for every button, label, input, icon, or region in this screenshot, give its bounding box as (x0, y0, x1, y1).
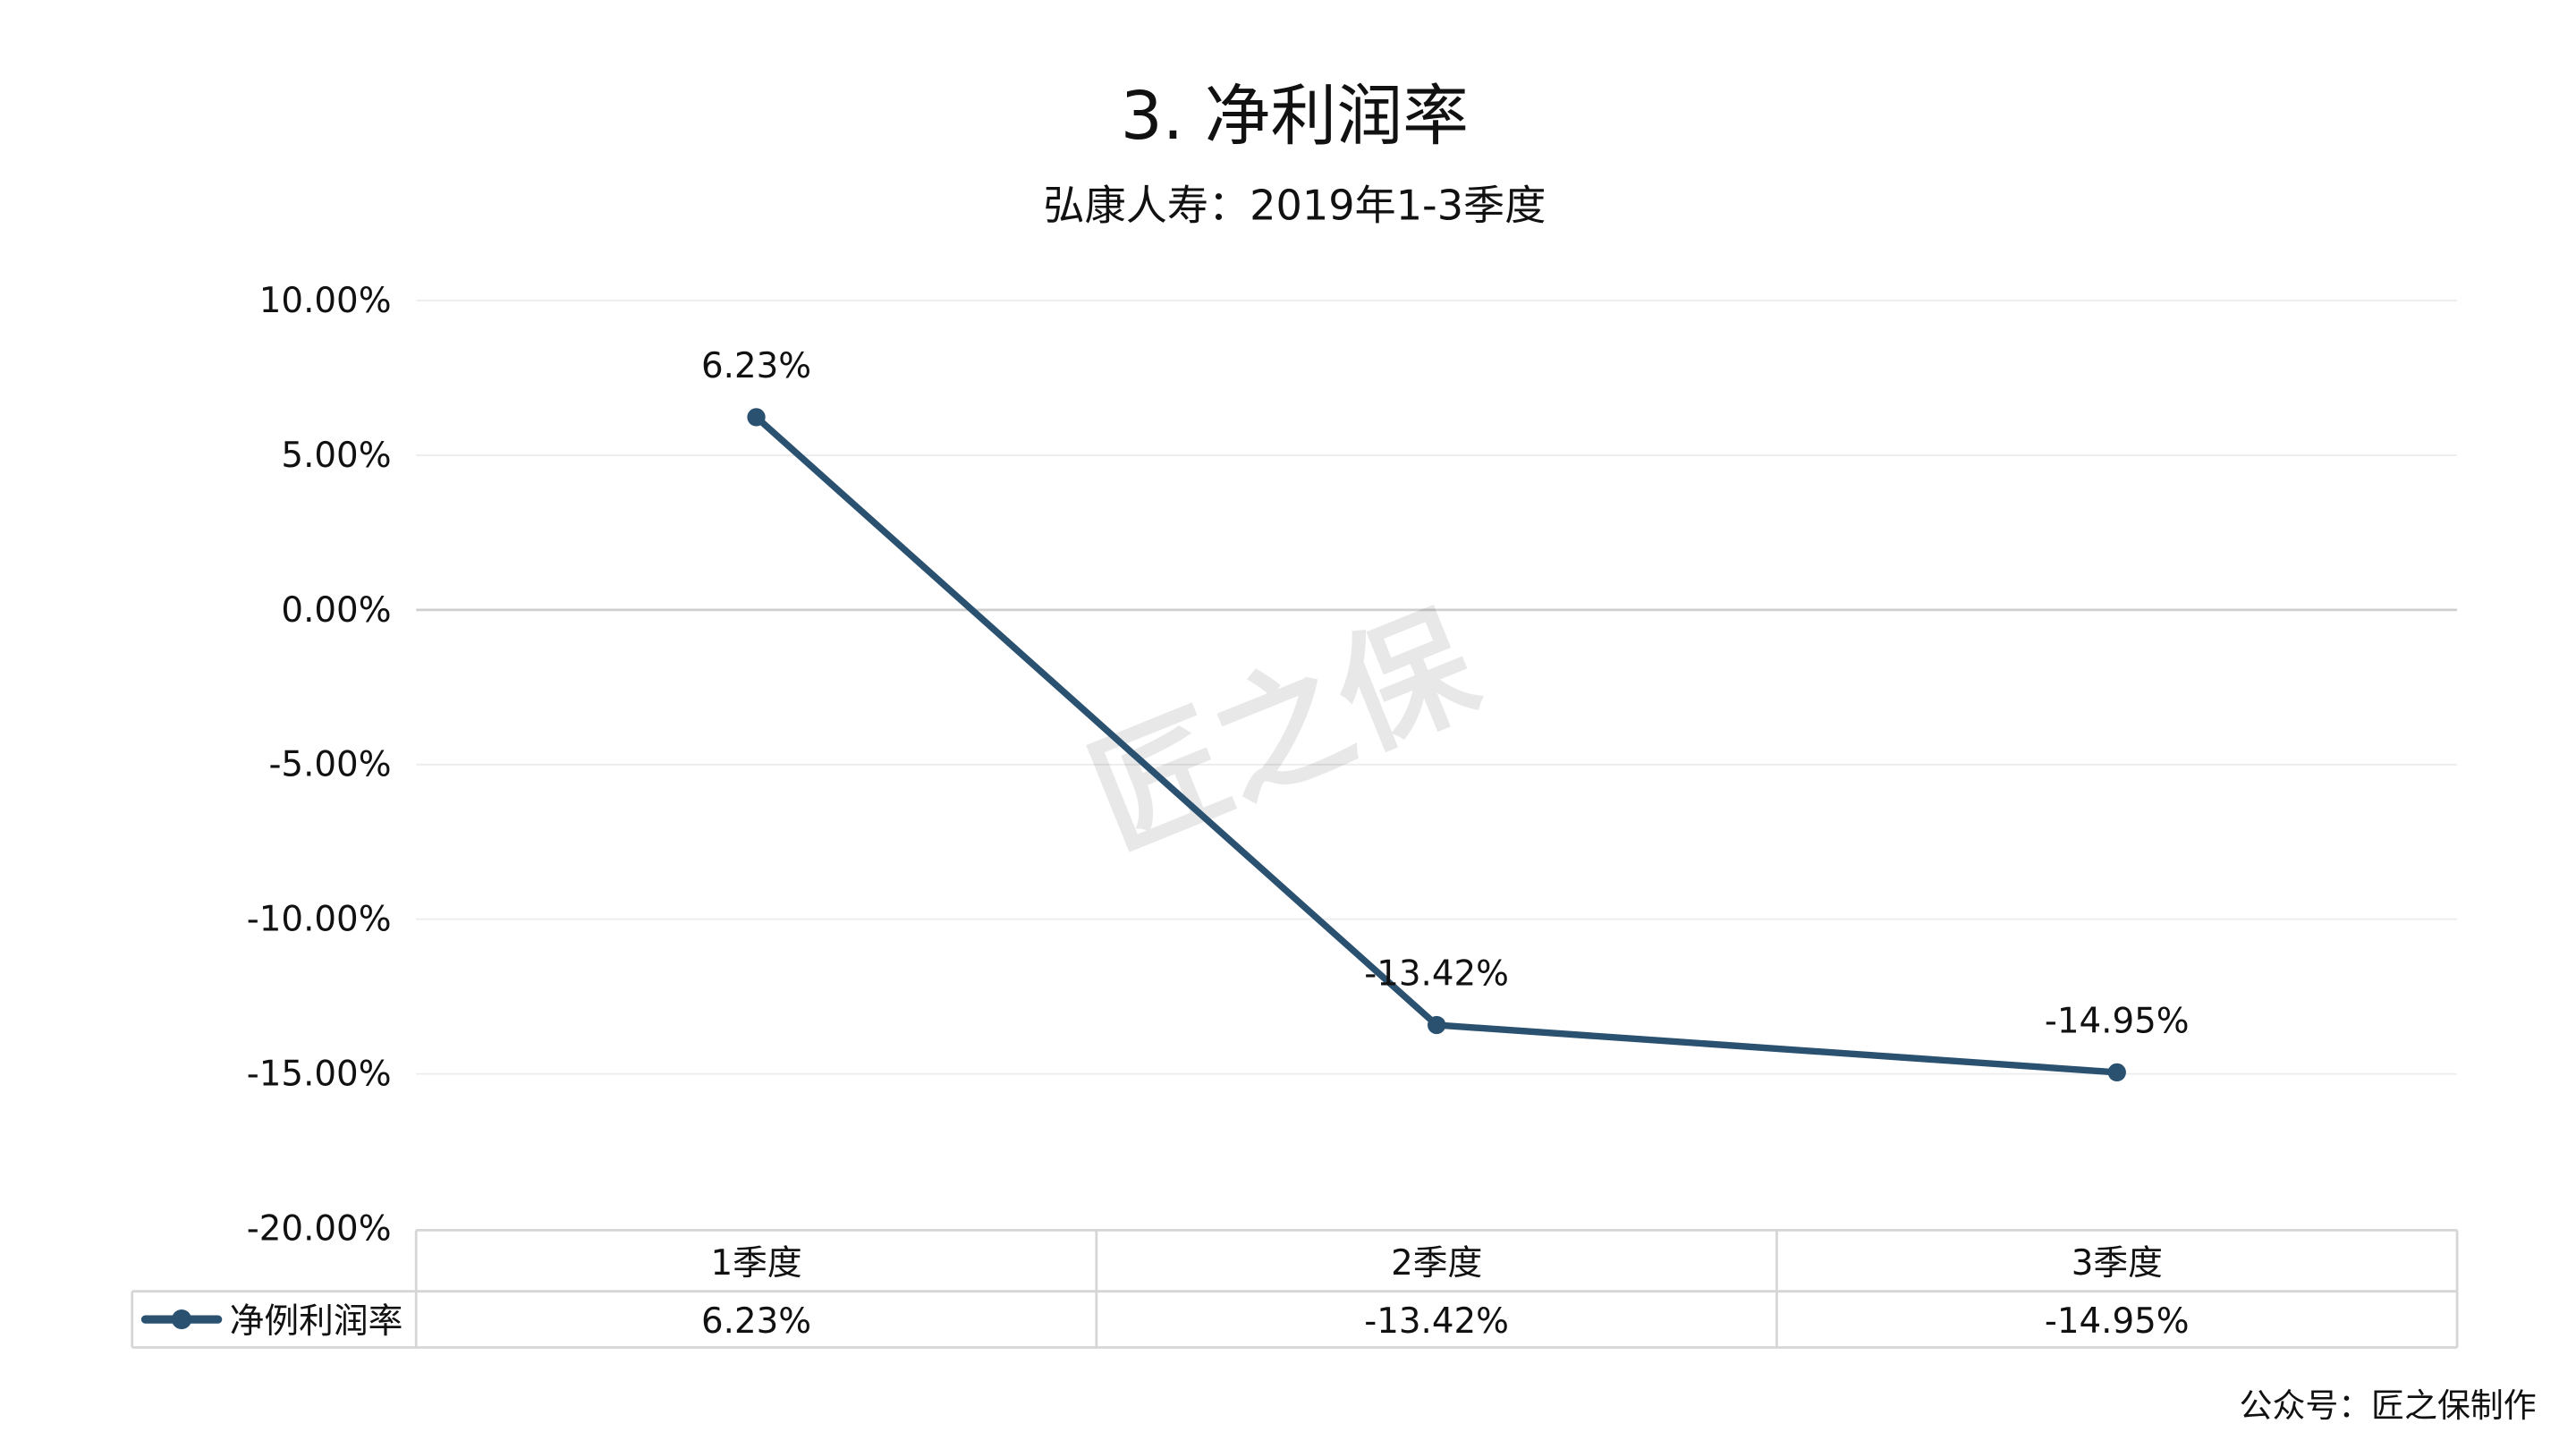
legend-label: 净例利润率 (230, 1301, 403, 1342)
y-tick-label: 5.00% (281, 436, 391, 476)
gridlines (416, 300, 2458, 1075)
y-tick-label: -15.00% (247, 1055, 392, 1095)
chart-subtitle: 弘康人寿：2019年1-3季度 (1043, 182, 1546, 230)
y-tick-label: 10.00% (259, 281, 392, 321)
data-point (747, 408, 766, 427)
series-line: 6.23% -13.42% -14.95% (701, 346, 2190, 1082)
data-label: 6.23% (701, 346, 811, 386)
legend-marker-icon (172, 1309, 192, 1330)
chart-title: 3. 净利润率 (1121, 78, 1469, 155)
table-cell: -14.95% (2045, 1301, 2190, 1342)
table-cell: -13.42% (1364, 1301, 1509, 1342)
x-tick-label: 3季度 (2072, 1243, 2163, 1284)
table-cell: 6.23% (701, 1301, 811, 1342)
footer-credit: 公众号：匠之保制作 (2240, 1386, 2537, 1425)
y-tick-label: -20.00% (247, 1208, 392, 1249)
y-axis: 10.00% 5.00% 0.00% -5.00% -10.00% -15.00% -20.… (247, 281, 392, 1250)
y-tick-label: -5.00% (268, 745, 391, 785)
data-point (1428, 1015, 1446, 1035)
x-tick-label: 2季度 (1391, 1243, 1482, 1284)
data-label: -14.95% (2045, 1002, 2190, 1042)
x-tick-label: 1季度 (710, 1243, 801, 1284)
y-tick-label: 0.00% (281, 590, 391, 631)
y-tick-label: -10.00% (247, 900, 392, 940)
data-label: -13.42% (1364, 954, 1509, 995)
data-point (2107, 1063, 2126, 1082)
watermark: 匠之保 (1071, 586, 1496, 877)
